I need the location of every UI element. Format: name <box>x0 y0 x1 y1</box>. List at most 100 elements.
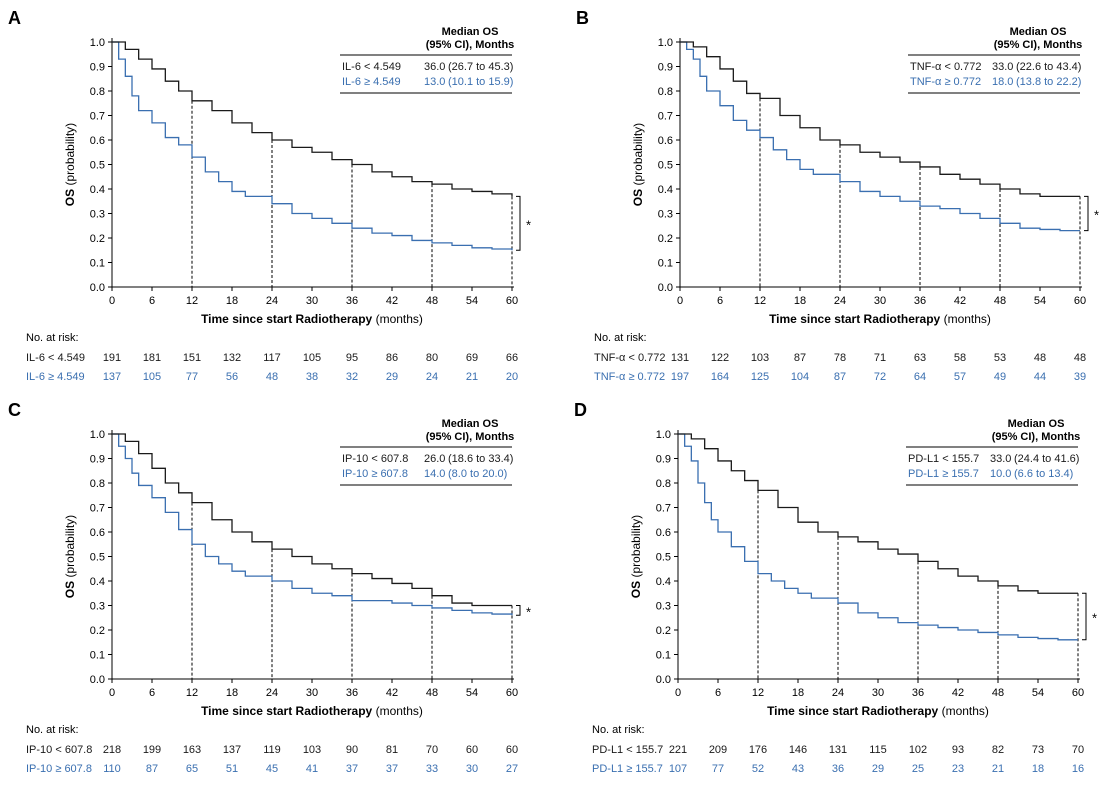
x-tick-label: 54 <box>1034 295 1046 307</box>
risk-count: 93 <box>952 744 964 756</box>
y-tick-label: 0.7 <box>656 503 671 515</box>
risk-count: 209 <box>709 744 727 756</box>
risk-count: 115 <box>869 744 887 756</box>
risk-count: 51 <box>226 763 238 775</box>
series-high-curve <box>678 433 1078 641</box>
y-tick-label: 0.5 <box>90 552 105 564</box>
risk-row-label: IL-6 ≥ 4.549 <box>26 371 85 383</box>
risk-count: 37 <box>346 763 358 775</box>
risk-count: 63 <box>914 352 926 364</box>
risk-count: 49 <box>994 371 1006 383</box>
legend-label: PD-L1 < 155.7 <box>908 453 979 465</box>
legend-title: Median OS <box>442 418 499 430</box>
y-tick-label: 0.1 <box>656 650 671 662</box>
risk-count: 21 <box>466 371 478 383</box>
x-tick-label: 36 <box>346 295 358 307</box>
significance-bracket <box>516 195 521 251</box>
y-tick-label: 0.0 <box>90 282 105 294</box>
risk-count: 69 <box>466 352 478 364</box>
x-axis-label-bold: Time since start Radiotherapy <box>201 312 376 326</box>
risk-count: 25 <box>912 763 924 775</box>
x-axis-label-bold: Time since start Radiotherapy <box>767 704 942 718</box>
x-tick-label: 60 <box>506 687 518 699</box>
x-tick-label: 30 <box>874 295 886 307</box>
risk-count: 199 <box>143 744 161 756</box>
series-high-curve <box>112 433 513 616</box>
significance-star: * <box>526 217 531 232</box>
x-tick-label: 0 <box>675 687 681 699</box>
panel-D: D 0.0 0.1 0.2 0.3 0.4 0.5 0.6 0.7 0.8 0.9 1.0 0 6 12 18… <box>574 400 1097 775</box>
y-tick-label: 1.0 <box>658 37 673 49</box>
risk-count: 163 <box>183 744 201 756</box>
risk-count: 137 <box>103 371 121 383</box>
panel-letter: C <box>8 400 21 420</box>
panel-B: B 0.0 0.1 0.2 0.3 0.4 0.5 0.6 0.7 0.8 0.9 1.0 0 6 12 18… <box>576 8 1099 383</box>
y-tick-label: 0.2 <box>656 625 671 637</box>
legend-label: IL-6 < 4.549 <box>342 61 401 73</box>
y-tick-label: 0.9 <box>656 454 671 466</box>
x-tick-label: 48 <box>426 687 438 699</box>
series-low-curve <box>112 433 512 607</box>
x-tick-label: 48 <box>426 295 438 307</box>
y-tick-label: 0.6 <box>656 527 671 539</box>
legend-ci: (26.7 to 45.3) <box>448 61 513 73</box>
x-tick-label: 36 <box>914 295 926 307</box>
legend-median: 33.0 <box>990 453 1011 465</box>
y-axis-label-bold: OS <box>629 578 643 599</box>
risk-count: 38 <box>306 371 318 383</box>
risk-count: 90 <box>346 744 358 756</box>
y-tick-label: 0.2 <box>90 233 105 245</box>
x-tick-label: 6 <box>149 687 155 699</box>
risk-count: 218 <box>103 744 121 756</box>
y-axis-label: OS (probability) <box>629 515 643 598</box>
x-tick-label: 0 <box>109 295 115 307</box>
x-tick-label: 6 <box>715 687 721 699</box>
risk-row-label: TNF-α < 0.772 <box>594 352 665 364</box>
risk-row-label: PD-L1 ≥ 155.7 <box>592 763 663 775</box>
x-axis-label: Time since start Radiotherapy (months) <box>769 312 991 326</box>
x-tick-label: 12 <box>186 687 198 699</box>
risk-count: 56 <box>226 371 238 383</box>
legend-median: 36.0 <box>424 61 445 73</box>
x-tick-label: 18 <box>226 687 238 699</box>
significance-star: * <box>1092 611 1097 626</box>
risk-count: 57 <box>954 371 966 383</box>
y-tick-label: 0.1 <box>658 258 673 270</box>
y-tick-label: 0.0 <box>658 282 673 294</box>
x-tick-label: 60 <box>1072 687 1084 699</box>
y-tick-label: 0.8 <box>656 478 671 490</box>
risk-count: 70 <box>1072 744 1084 756</box>
risk-count: 58 <box>954 352 966 364</box>
x-tick-label: 24 <box>266 687 278 699</box>
risk-count: 102 <box>909 744 927 756</box>
y-tick-label: 0.3 <box>658 209 673 221</box>
risk-title: No. at risk: <box>26 332 79 344</box>
legend-ci: (22.6 to 43.4) <box>1016 61 1081 73</box>
x-tick-label: 12 <box>752 687 764 699</box>
y-tick-label: 0.5 <box>658 160 673 172</box>
risk-count: 87 <box>794 352 806 364</box>
risk-row-label: IL-6 < 4.549 <box>26 352 85 364</box>
legend-ci: (24.4 to 41.6) <box>1014 453 1079 465</box>
legend-median: 10.0 <box>990 468 1011 480</box>
x-tick-label: 54 <box>466 687 478 699</box>
legend-ci: (6.6 to 13.4) <box>1014 468 1073 480</box>
y-tick-label: 0.9 <box>90 62 105 74</box>
x-tick-label: 48 <box>992 687 1004 699</box>
x-tick-label: 18 <box>792 687 804 699</box>
y-tick-label: 0.4 <box>90 184 105 196</box>
risk-count: 37 <box>386 763 398 775</box>
risk-count: 110 <box>103 763 121 775</box>
legend-median: 18.0 <box>992 76 1013 88</box>
legend-median: 13.0 <box>424 76 445 88</box>
x-tick-label: 54 <box>1032 687 1044 699</box>
risk-row-label: IP-10 ≥ 607.8 <box>26 763 92 775</box>
x-tick-label: 48 <box>994 295 1006 307</box>
risk-count: 86 <box>386 352 398 364</box>
legend-label: TNF-α ≥ 0.772 <box>910 76 981 88</box>
series-low-curve <box>678 433 1078 594</box>
y-tick-label: 1.0 <box>90 429 105 441</box>
legend-label: IP-10 ≥ 607.8 <box>342 468 408 480</box>
risk-count: 95 <box>346 352 358 364</box>
